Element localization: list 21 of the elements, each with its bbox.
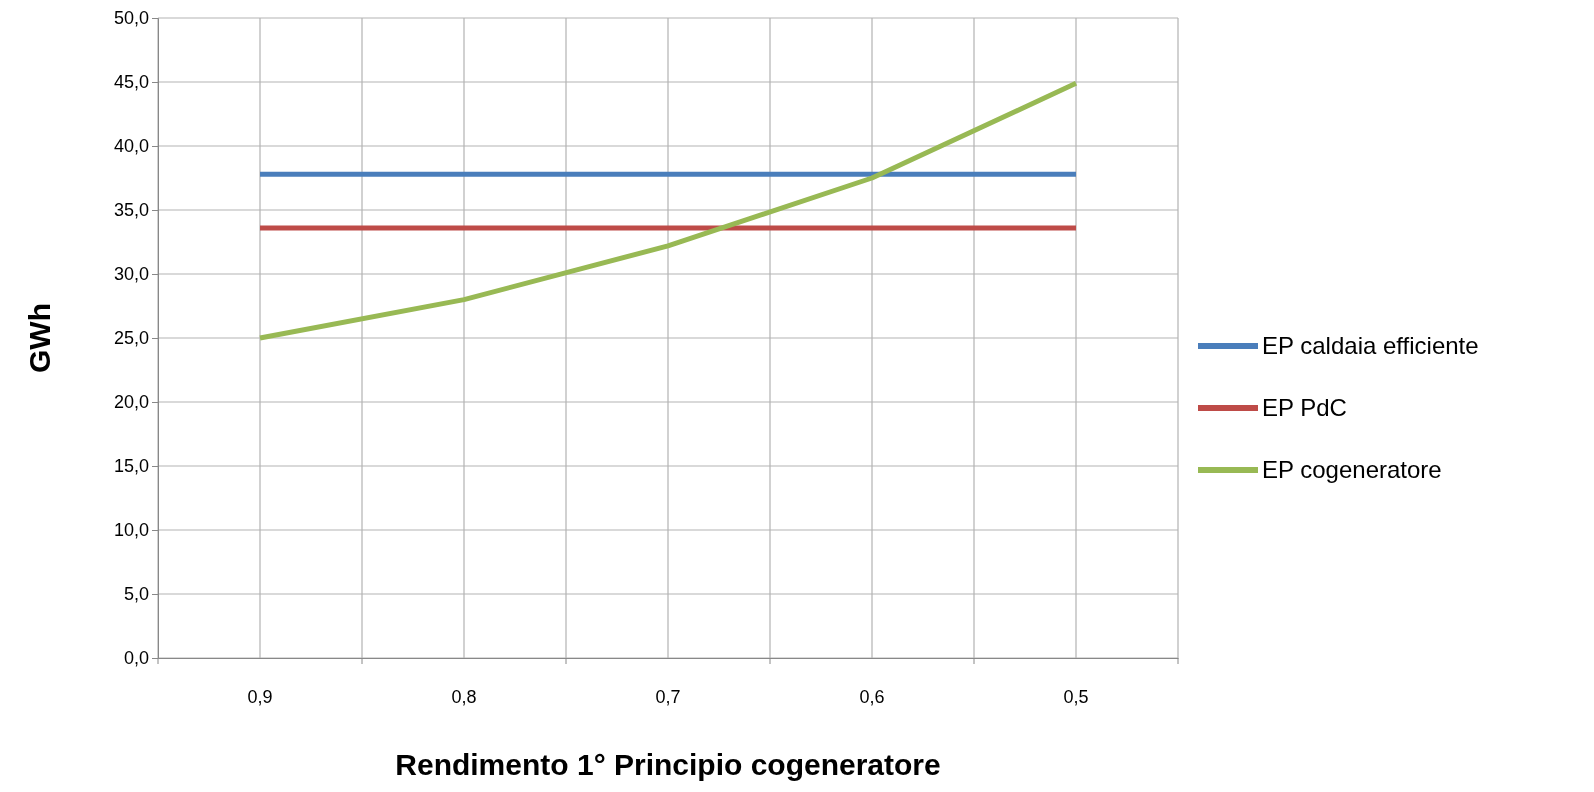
- x-tick-label: 0,7: [655, 686, 681, 707]
- y-tick-label: 35,0: [113, 200, 149, 221]
- y-tick-label: 5,0: [123, 584, 149, 605]
- y-tick-label: 15,0: [113, 456, 149, 477]
- y-tick-label: 10,0: [113, 520, 149, 541]
- x-tick-label: 0,9: [247, 686, 273, 707]
- x-tick-label: 0,8: [451, 686, 477, 707]
- legend-label: EP caldaia efficiente: [1262, 332, 1479, 359]
- legend-label: EP cogeneratore: [1262, 456, 1442, 483]
- x-tick-label: 0,5: [1063, 686, 1089, 707]
- x-axis-title: Rendimento 1° Principio cogeneratore: [395, 748, 941, 781]
- y-tick-label: 25,0: [113, 328, 149, 349]
- x-tick-label: 0,6: [859, 686, 885, 707]
- y-tick-label: 50,0: [113, 8, 149, 29]
- y-tick-label: 20,0: [113, 392, 149, 413]
- y-tick-label: 0,0: [123, 648, 149, 669]
- y-tick-label: 30,0: [113, 264, 149, 285]
- y-tick-label: 40,0: [113, 136, 149, 157]
- y-axis-title: GWh: [23, 303, 56, 373]
- legend-label: EP PdC: [1262, 394, 1347, 421]
- y-tick-label: 45,0: [113, 72, 149, 93]
